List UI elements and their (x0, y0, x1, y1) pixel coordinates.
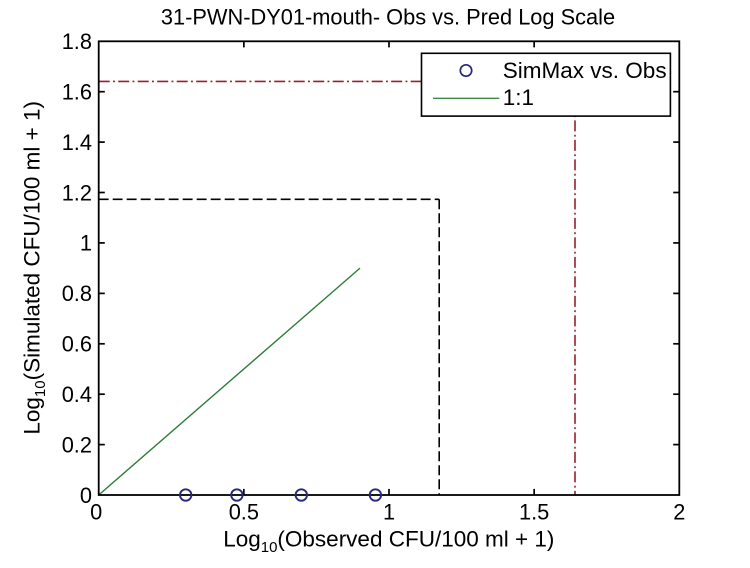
svg-text:1:1: 1:1 (503, 85, 534, 110)
svg-text:0.4: 0.4 (62, 382, 92, 407)
svg-text:1.6: 1.6 (62, 80, 92, 105)
svg-text:2: 2 (673, 499, 685, 524)
svg-text:1: 1 (80, 231, 92, 256)
svg-text:1: 1 (383, 499, 395, 524)
svg-text:0.8: 0.8 (62, 281, 92, 306)
svg-text:SimMax vs. Obs: SimMax vs. Obs (503, 58, 667, 83)
svg-text:0: 0 (90, 499, 102, 524)
svg-text:1.4: 1.4 (62, 130, 92, 155)
svg-text:31-PWN-DY01-mouth- Obs vs. Pre: 31-PWN-DY01-mouth- Obs vs. Pred Log Scal… (161, 5, 615, 30)
svg-text:Log10(Observed CFU/100 ml + 1): Log10(Observed CFU/100 ml + 1) (223, 527, 554, 557)
svg-text:0: 0 (80, 483, 92, 508)
svg-text:Log10(Simulated CFU/100 ml + 1: Log10(Simulated CFU/100 ml + 1) (19, 101, 49, 435)
svg-text:1.5: 1.5 (519, 499, 549, 524)
svg-text:0.5: 0.5 (229, 499, 259, 524)
svg-text:0.2: 0.2 (62, 432, 92, 457)
svg-text:0.6: 0.6 (62, 332, 92, 357)
svg-text:1.8: 1.8 (62, 29, 92, 54)
svg-text:1.2: 1.2 (62, 180, 92, 205)
